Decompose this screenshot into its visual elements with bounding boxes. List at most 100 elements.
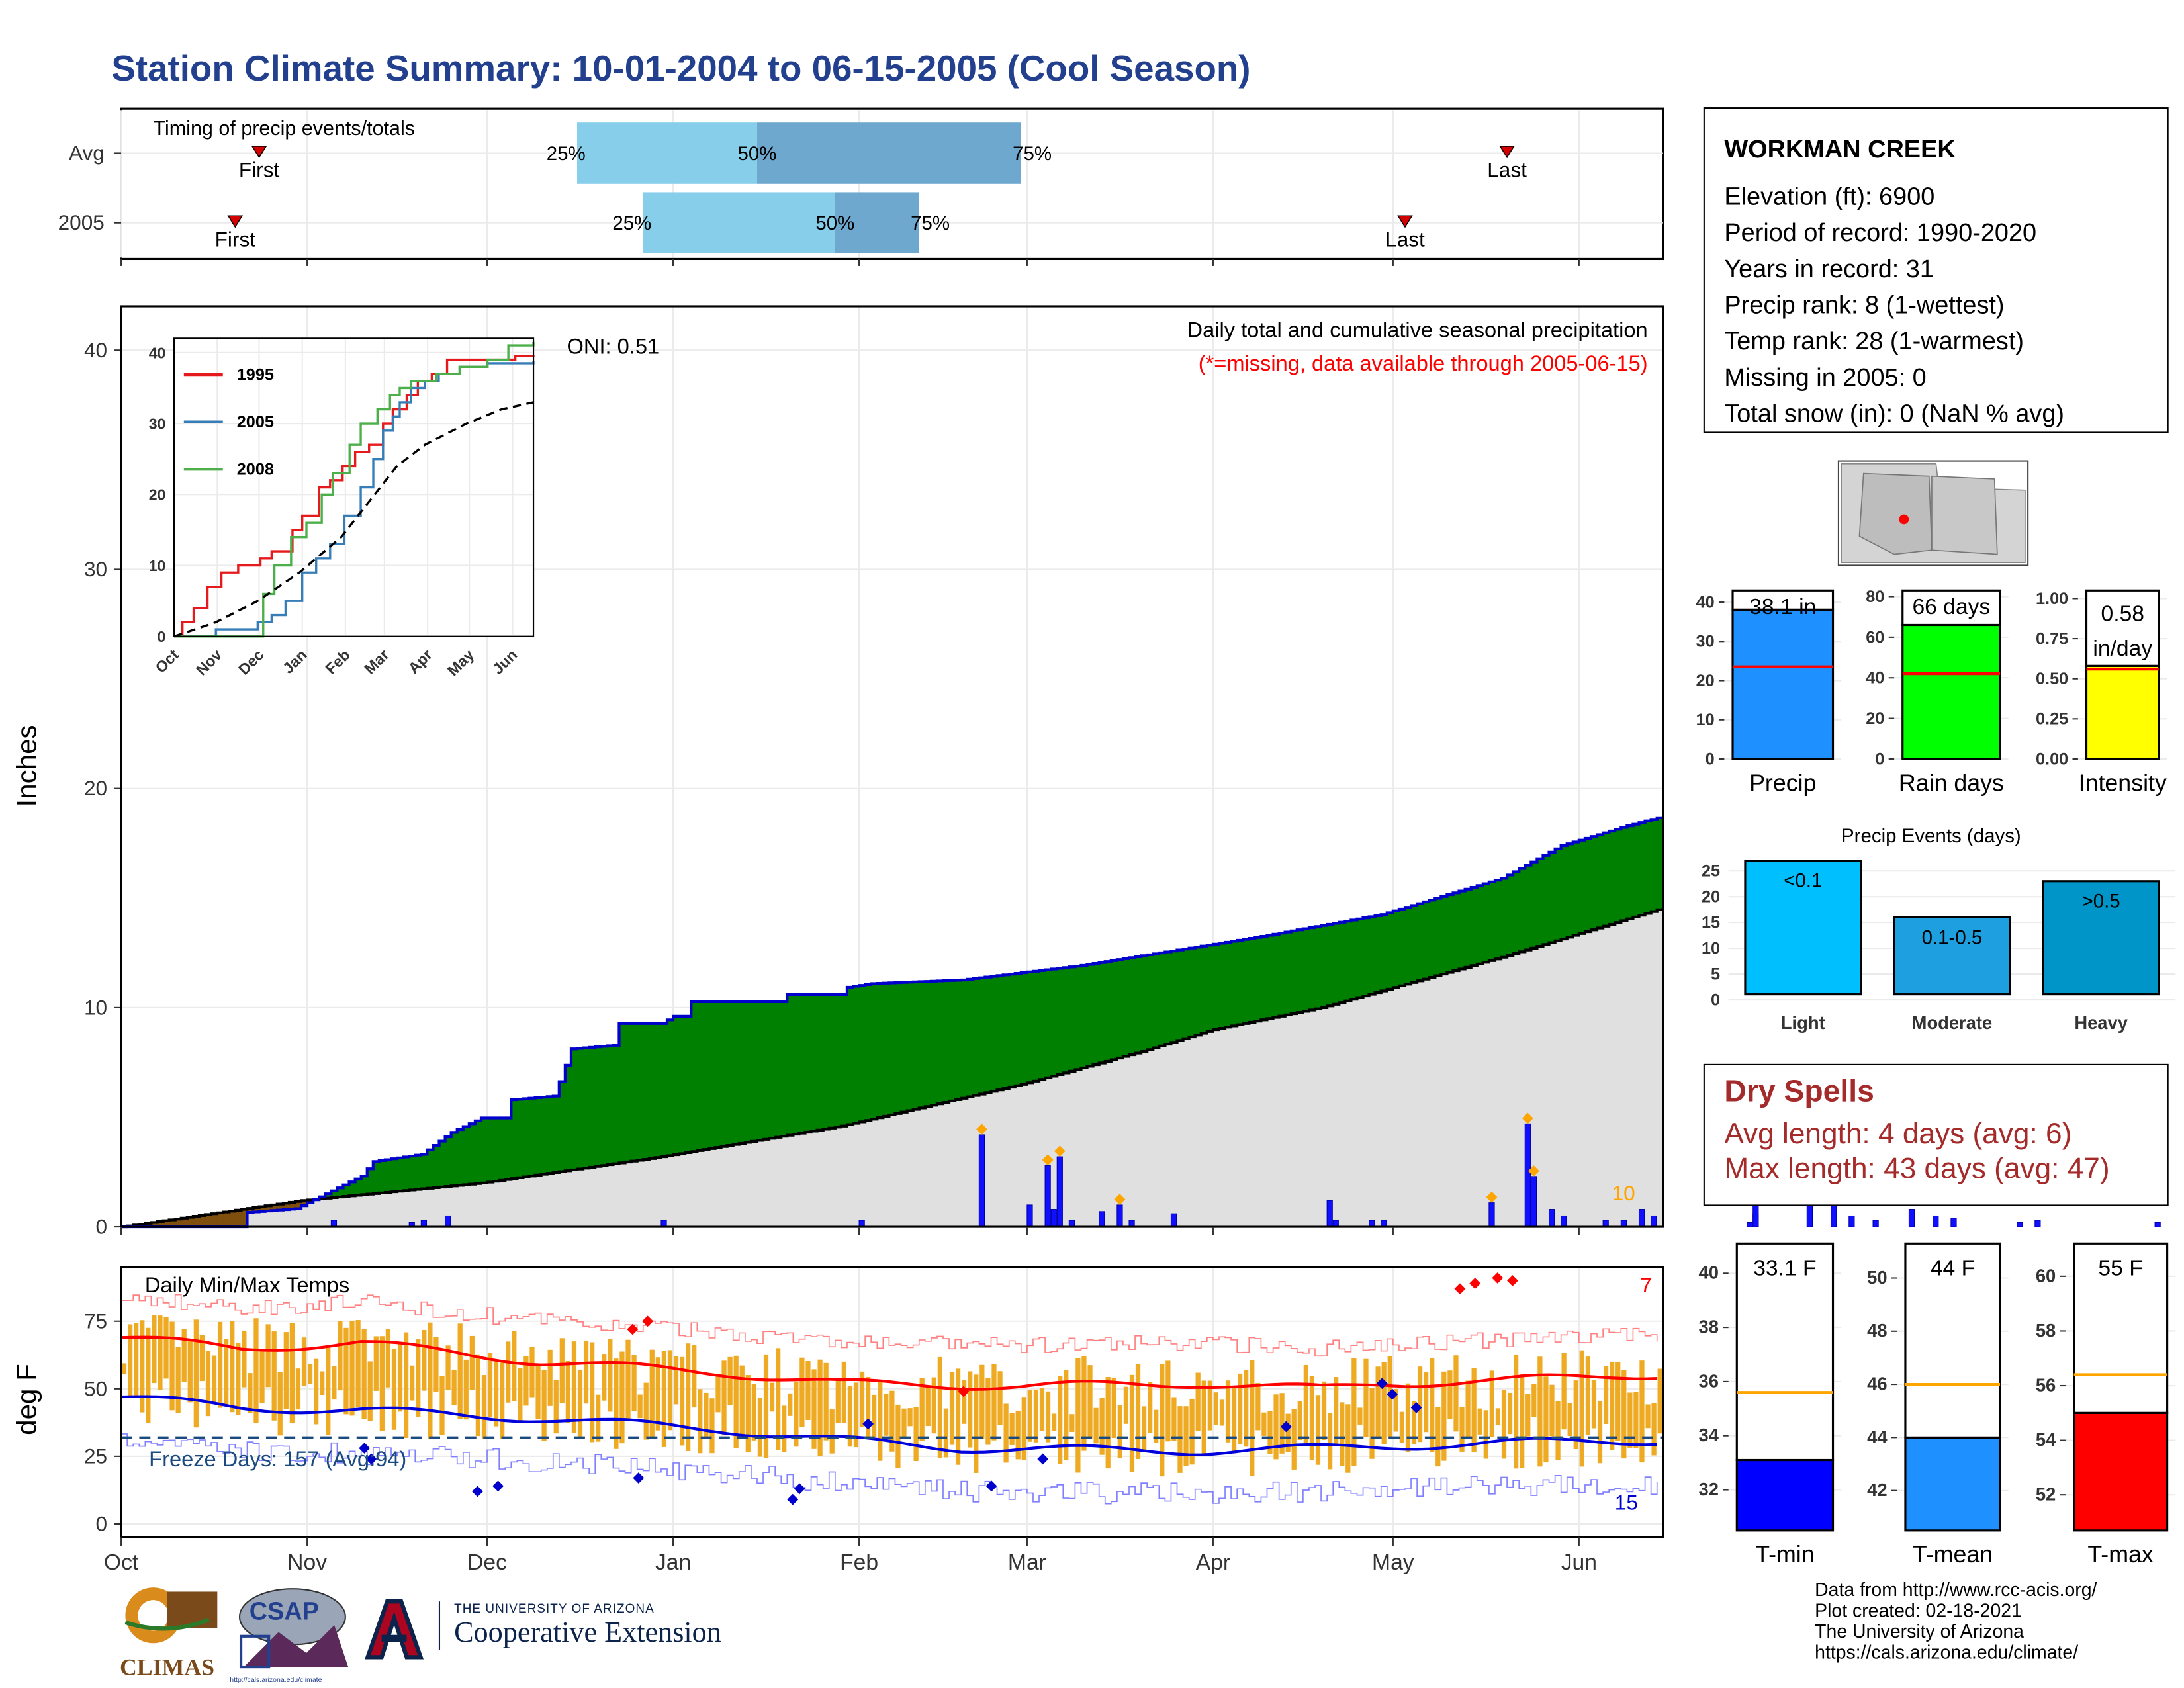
ua-logo-text: THE UNIVERSITY OF ARIZONA Cooperative Ex…	[438, 1601, 721, 1650]
main-above-avg-fill	[1122, 958, 1130, 1057]
temps-record-low-marker	[359, 1443, 371, 1454]
station-name: WORKMAN CREEK	[1724, 135, 1956, 163]
main-above-avg-fill	[1429, 900, 1436, 978]
locator-map	[1837, 460, 2029, 566]
temps-daily-bar	[817, 1359, 823, 1456]
main-above-avg-fill	[775, 1001, 782, 1137]
timing-last-label: Last	[1385, 227, 1425, 251]
main-above-avg-fill	[559, 1081, 566, 1172]
temps-daily-bar	[1334, 1377, 1339, 1444]
main-below-avg-fill	[193, 1216, 200, 1227]
main-above-avg-fill	[439, 1141, 446, 1188]
temps-daily-bar	[379, 1336, 385, 1431]
timing-bar-50-75	[756, 122, 1021, 184]
bar-y-tick-label: 48	[1867, 1320, 1887, 1341]
temps-daily-bar	[565, 1360, 570, 1423]
main-chart-subtitle: (*=missing, data available through 2005-…	[1199, 351, 1648, 375]
main-above-avg-fill	[1267, 935, 1274, 1019]
main-above-avg-fill	[1279, 933, 1286, 1016]
main-daily-bar	[1747, 1222, 1753, 1227]
main-y-tick-label: 40	[84, 338, 107, 362]
temps-daily-bar	[134, 1323, 139, 1396]
bar-label-box	[1901, 589, 2001, 627]
temps-daily-bar	[457, 1323, 463, 1419]
main-above-avg-fill	[493, 1118, 500, 1182]
temps-daily-bar	[445, 1345, 451, 1390]
main-below-avg-fill	[175, 1219, 182, 1227]
main-above-avg-fill	[942, 981, 950, 1103]
temps-daily-bar	[769, 1382, 775, 1412]
temps-daily-bar	[1165, 1360, 1171, 1442]
main-above-avg-fill	[673, 1016, 680, 1155]
station-line: Temp rank: 28 (1-warmest)	[1724, 327, 2024, 355]
temps-daily-bar	[506, 1341, 511, 1403]
temps-daily-bar	[326, 1345, 331, 1435]
bar-y-tick-label: 32	[1699, 1479, 1719, 1499]
temps-daily-bar	[121, 1363, 127, 1374]
bar-y-tick-label: 40	[1696, 593, 1715, 611]
temps-daily-bar	[169, 1321, 175, 1411]
main-above-avg-fill	[967, 979, 974, 1097]
temps-daily-bar	[577, 1370, 583, 1438]
main-daily-bar	[1044, 1165, 1051, 1227]
bar-y-tick-label: 60	[2036, 1265, 2056, 1286]
main-above-avg-fill	[1015, 973, 1022, 1086]
main-above-avg-fill	[919, 981, 926, 1108]
main-above-avg-fill	[415, 1155, 422, 1190]
temps-daily-bar	[919, 1378, 925, 1441]
main-frame	[120, 305, 1664, 1228]
main-above-avg-fill	[931, 981, 938, 1106]
main-daily-bar	[1026, 1204, 1033, 1227]
temps-daily-bar	[1399, 1411, 1405, 1443]
main-above-avg-fill	[1183, 949, 1190, 1039]
main-above-avg-fill	[1351, 920, 1358, 1000]
temps-daily-bar	[943, 1408, 949, 1458]
temps-daily-bar	[1501, 1390, 1507, 1459]
main-above-avg-fill	[1482, 883, 1490, 963]
bar-y-tick-label: 0.75	[2036, 629, 2068, 648]
main-above-avg-fill	[721, 1001, 728, 1147]
main-below-avg-fill	[271, 1204, 278, 1211]
temps-daily-bar	[704, 1392, 709, 1438]
main-daily-bar	[1549, 1209, 1555, 1227]
temps-daily-bar	[355, 1320, 361, 1407]
temps-daily-bar	[1417, 1366, 1423, 1443]
temps-daily-bar	[1531, 1384, 1537, 1417]
main-above-avg-fill	[613, 1045, 620, 1164]
temps-daily-bar	[1189, 1398, 1195, 1465]
temps-daily-bar	[686, 1343, 691, 1452]
main-above-avg-fill	[1417, 903, 1424, 981]
temps-daily-bar	[937, 1356, 943, 1458]
main-above-avg-fill	[1537, 858, 1544, 947]
main-below-avg-fill	[199, 1215, 206, 1227]
main-above-avg-fill	[1345, 921, 1352, 1001]
main-above-avg-fill	[727, 1001, 734, 1146]
temps-daily-bar	[1363, 1358, 1369, 1437]
temps-daily-bar	[692, 1345, 697, 1408]
x-tick-label: Dec	[467, 1550, 507, 1575]
temps-daily-bar	[1021, 1397, 1026, 1460]
main-above-avg-fill	[1315, 926, 1322, 1009]
temps-daily-bar	[1075, 1358, 1081, 1473]
temps-daily-bar	[997, 1371, 1003, 1425]
main-daily-bar	[1524, 1123, 1531, 1227]
temps-daily-bar	[500, 1362, 505, 1439]
temps-record-low-marker	[1280, 1421, 1292, 1433]
main-above-avg-fill	[883, 983, 890, 1117]
temps-daily-bar	[698, 1389, 703, 1454]
timing-bar-25-50	[643, 192, 835, 254]
temps-daily-bar	[547, 1349, 553, 1406]
precip-events-chart: 0 5 10 15 20 25 <0.1 Light 0.1-0.5 Moderate >0.5 He…	[1702, 825, 2176, 1033]
temps-daily-bar	[1579, 1350, 1584, 1467]
main-above-avg-fill	[1111, 960, 1118, 1060]
temps-daily-bar	[974, 1374, 979, 1473]
temps-daily-bar	[1615, 1362, 1621, 1441]
main-above-avg-fill	[505, 1118, 512, 1180]
main-above-avg-fill	[1494, 880, 1502, 959]
main-above-avg-fill	[1206, 945, 1214, 1032]
temps-daily-bar	[715, 1374, 721, 1413]
temps-daily-bar	[1009, 1413, 1015, 1445]
main-above-avg-fill	[1339, 922, 1346, 1003]
